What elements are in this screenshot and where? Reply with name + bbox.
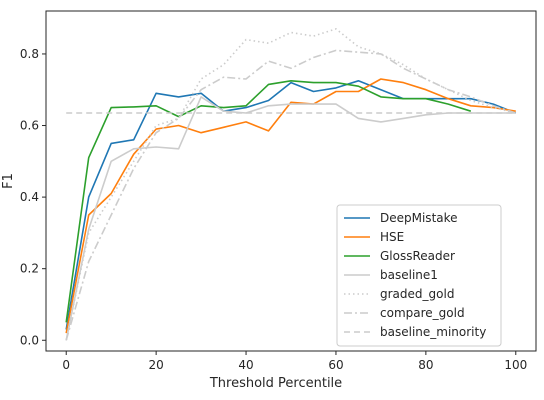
series-line-deepmistake	[65, 80, 517, 330]
x-axis-label: Threshold Percentile	[209, 376, 342, 391]
legend-label-baseline-minority: baseline_minority	[380, 325, 486, 339]
series-line-graded-gold	[65, 28, 516, 341]
series-line-glossreader	[65, 80, 472, 323]
y-tick-label: 0.2	[20, 262, 39, 276]
legend-box	[336, 204, 502, 347]
legend: DeepMistake HSE GlossReader baseline1 graded…	[336, 204, 502, 347]
legend-label-baseline1: baseline1	[380, 268, 438, 282]
plot-frame	[45, 10, 537, 352]
x-tick-label: 100	[504, 358, 527, 372]
y-tick-label: 0.8	[20, 47, 39, 61]
legend-label-hse: HSE	[380, 230, 404, 244]
y-tick-label: 0.4	[20, 190, 39, 204]
series-layer	[65, 28, 517, 341]
legend-entries: DeepMistake HSE GlossReader baseline1 graded…	[344, 211, 486, 339]
series-line-hse	[65, 78, 516, 334]
x-tick-label: 20	[148, 358, 163, 372]
legend-label-graded-gold: graded_gold	[380, 287, 454, 301]
x-tick-label: 40	[238, 358, 253, 372]
x-tick-label: 60	[328, 358, 343, 372]
y-tick-label: 0.6	[20, 119, 39, 133]
legend-label-compare-gold: compare_gold	[380, 306, 465, 320]
x-tick-label: 80	[418, 358, 433, 372]
y-tick-label: 0.0	[20, 333, 39, 347]
ticks-layer: 0 20 40 60 80 100 0.0 0.2 0.4 0.6 0.8	[20, 47, 527, 372]
y-axis-label: F1	[1, 173, 16, 189]
series-line-compare-gold	[65, 49, 517, 341]
legend-label-glossreader: GlossReader	[380, 249, 455, 263]
x-tick-label: 0	[62, 358, 70, 372]
legend-label-deepmistake: DeepMistake	[380, 211, 458, 225]
